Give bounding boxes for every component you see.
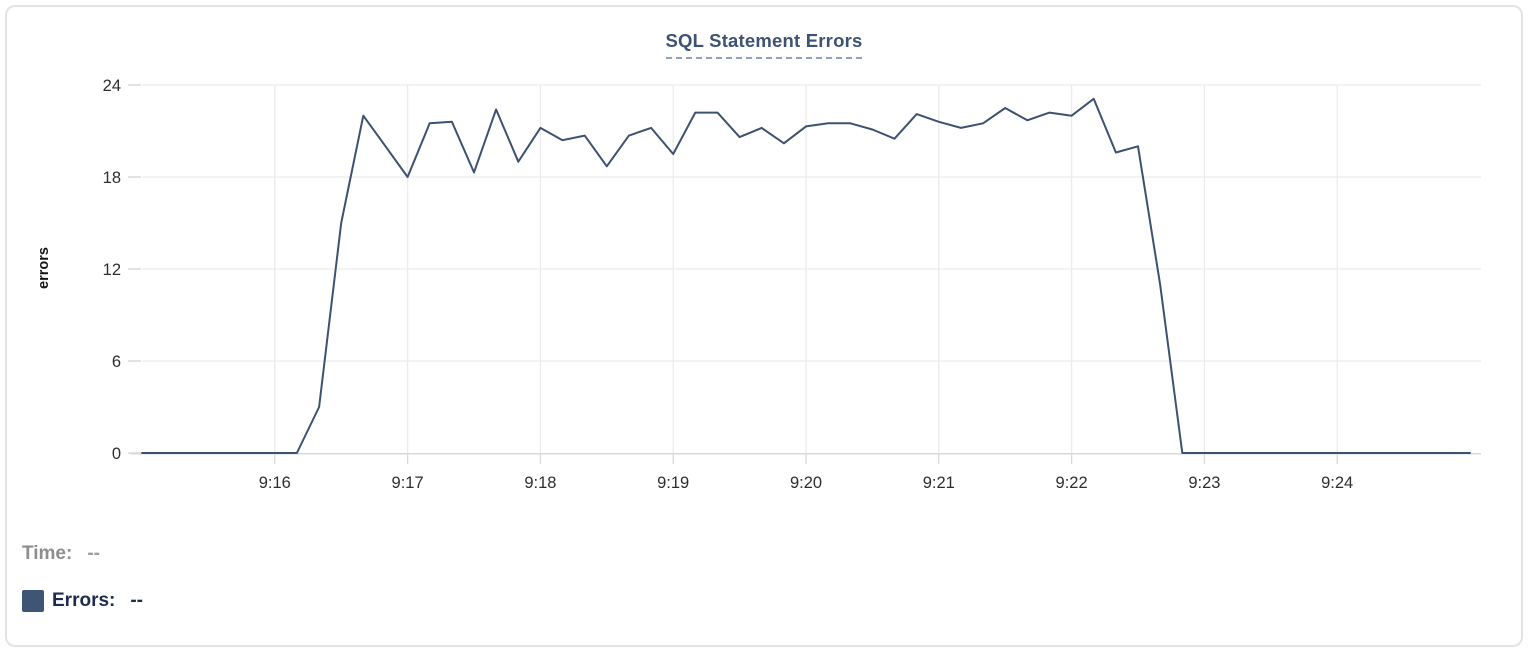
axis-ticks [128, 84, 1338, 464]
chart-header: SQL Statement Errors [0, 30, 1528, 59]
time-label: Time: [22, 543, 73, 564]
x-tick-label: 9:16 [259, 474, 291, 492]
x-tick-label: 9:18 [524, 474, 556, 492]
gridlines [142, 84, 1481, 454]
y-tick-label: 0 [112, 445, 121, 463]
axis-labels: 0 6 12 18 24 9:16 9:17 9:18 9:19 9:20 9:21 9:22 9:23… [36, 77, 1353, 492]
y-tick-label: 12 [103, 261, 121, 279]
y-tick-label: 24 [103, 77, 121, 95]
errors-legend-swatch [22, 590, 44, 612]
x-tick-label: 9:17 [392, 474, 424, 492]
x-tick-label: 9:22 [1056, 474, 1088, 492]
x-tick-label: 9:21 [923, 474, 955, 492]
x-tick-label: 9:19 [657, 474, 689, 492]
hover-readout-time: Time: -- [22, 543, 100, 565]
y-tick-label: 6 [112, 353, 121, 371]
chart-title[interactable]: SQL Statement Errors [665, 30, 863, 59]
chart-card [5, 5, 1523, 647]
errors-value: -- [130, 590, 144, 611]
y-axis-title: errors [36, 247, 52, 289]
hover-readout-errors: Errors: -- [22, 590, 143, 612]
time-value: -- [87, 543, 100, 564]
x-tick-label: 9:23 [1188, 474, 1220, 492]
errors-label: Errors: [52, 590, 116, 611]
y-tick-label: 18 [103, 169, 121, 187]
x-tick-label: 9:20 [790, 474, 822, 492]
x-tick-label: 9:24 [1321, 474, 1353, 492]
errors-series-line [141, 97, 1471, 454]
